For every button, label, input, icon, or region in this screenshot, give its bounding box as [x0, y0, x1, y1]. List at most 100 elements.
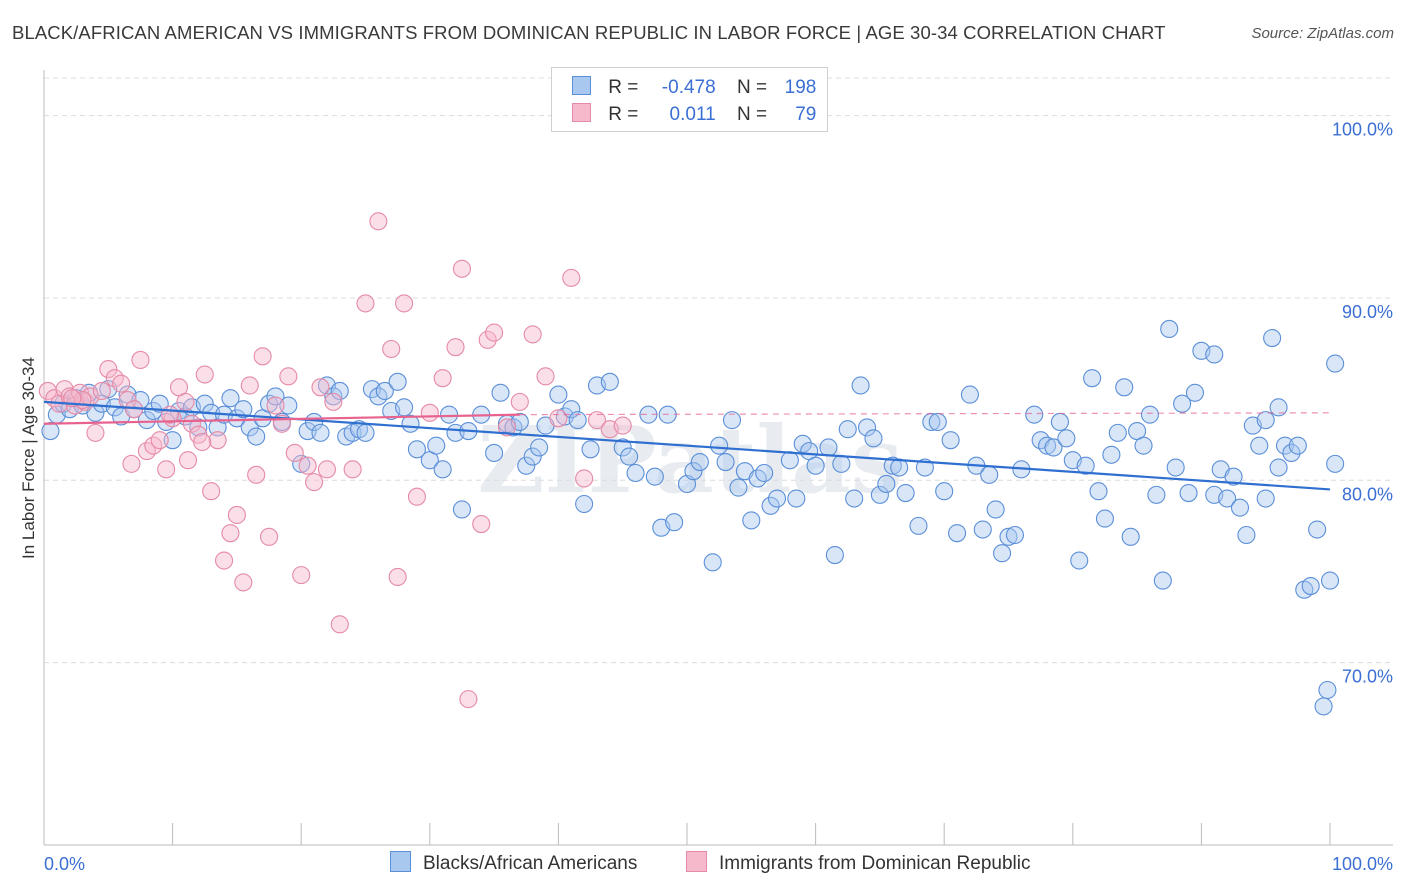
blue-point — [1263, 329, 1282, 348]
pink-point — [208, 431, 227, 450]
pink-point — [562, 268, 581, 287]
y-tick-label: 90.0% — [1342, 302, 1393, 322]
blue-point — [562, 400, 581, 419]
legend-label-dominican: Immigrants from Dominican Republic — [719, 853, 1031, 874]
stats-legend: R = -0.478 N = 198 R = 0.011 N = 79 — [551, 67, 828, 132]
blue-point — [485, 443, 504, 462]
blue-point — [1237, 525, 1256, 545]
pink-point — [240, 376, 259, 395]
pink-point — [176, 392, 195, 411]
pink-point — [433, 369, 452, 388]
trendline-dominican-extension — [519, 412, 1331, 416]
trendline-blacks — [43, 400, 1331, 491]
blue-point — [1147, 485, 1166, 504]
blue-point — [806, 456, 825, 475]
blue-point — [1160, 319, 1179, 338]
blue-point — [941, 431, 960, 450]
y-tick-label: 70.0% — [1342, 667, 1393, 687]
blue-point — [684, 462, 703, 481]
blue-point — [1320, 571, 1340, 590]
pink-point — [549, 409, 568, 428]
watermark: ZIPatlas — [477, 406, 902, 514]
blue-point — [1153, 571, 1172, 590]
blue-point — [883, 456, 902, 475]
pink-point — [382, 339, 401, 359]
blue-point — [279, 396, 298, 415]
blue-point — [330, 381, 349, 400]
pink-point — [452, 259, 472, 278]
blue-point — [517, 456, 536, 475]
legend-item-blacks: Blacks/African Americans — [390, 851, 637, 877]
pink-point — [178, 451, 198, 470]
blue-point — [1308, 520, 1327, 539]
blue-point — [433, 460, 452, 479]
pink-point — [613, 416, 632, 435]
blue-point — [960, 385, 979, 404]
blue-point — [626, 463, 645, 483]
blue-point — [163, 431, 182, 450]
pink-point — [92, 381, 111, 400]
blue-point — [729, 478, 748, 497]
blue-point — [665, 513, 684, 532]
source-label: Source: ZipAtlas.com — [1251, 25, 1394, 42]
blue-point — [427, 436, 446, 455]
blue-point — [980, 465, 999, 484]
blue-point — [1115, 378, 1134, 397]
blue-point — [613, 438, 632, 457]
blue-point — [1005, 525, 1024, 545]
blue-point — [1095, 509, 1114, 528]
pink-point — [523, 325, 542, 344]
blue-swatch — [572, 76, 591, 95]
trendline-dominican — [43, 413, 520, 425]
blue-point — [832, 454, 851, 473]
pink-point — [330, 615, 349, 634]
blue-point — [864, 429, 883, 448]
blue-point — [575, 494, 594, 514]
pink-point — [259, 527, 279, 546]
blue-point — [722, 411, 742, 430]
y-tick-label: 100.0% — [1332, 120, 1393, 140]
n-label: N = — [736, 77, 768, 98]
pink-point — [266, 396, 285, 415]
y-tick-label: 80.0% — [1342, 484, 1393, 504]
blue-point — [491, 383, 510, 402]
pink-point — [324, 392, 343, 411]
pink-point — [497, 418, 517, 437]
blue-point — [928, 412, 947, 431]
blue-point — [1089, 482, 1108, 501]
pink-point — [356, 294, 375, 313]
blue-point — [1326, 454, 1345, 473]
pink-point — [485, 323, 504, 342]
pink-point — [285, 443, 304, 462]
blue-point — [1044, 438, 1063, 457]
blue-point — [1230, 498, 1250, 517]
pink-point — [298, 456, 317, 475]
blue-point — [356, 423, 375, 442]
blue-point — [761, 496, 780, 515]
pink-point — [131, 350, 150, 369]
blue-point — [1173, 394, 1192, 413]
blue-point — [1166, 458, 1185, 477]
x-tick-label: 100.0% — [1332, 854, 1393, 874]
pink-point — [305, 473, 324, 492]
r-value: -0.478 — [661, 77, 716, 98]
blue-point — [793, 434, 812, 453]
blue-point — [375, 381, 394, 400]
blue-point — [452, 500, 472, 519]
blue-point — [1250, 436, 1269, 455]
blue-point — [1224, 467, 1243, 486]
blue-point — [1256, 489, 1275, 508]
pink-point — [478, 330, 497, 349]
series-blacks — [41, 319, 1345, 716]
pink-point — [157, 460, 176, 479]
r-value: 0.011 — [669, 104, 716, 125]
blue-point — [1326, 354, 1345, 373]
blue-point — [581, 440, 600, 459]
pink-point — [193, 432, 212, 452]
blue-point — [845, 489, 864, 508]
pink-point — [311, 378, 330, 397]
blue-point — [896, 484, 915, 503]
pink-point — [388, 567, 407, 586]
blue-point — [1140, 405, 1160, 424]
